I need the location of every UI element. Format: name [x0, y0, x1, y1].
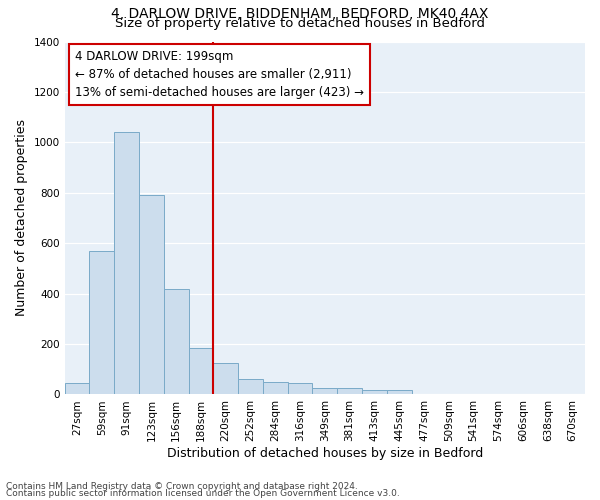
- Text: Contains HM Land Registry data © Crown copyright and database right 2024.: Contains HM Land Registry data © Crown c…: [6, 482, 358, 491]
- Bar: [139, 196, 164, 394]
- Text: 4 DARLOW DRIVE: 199sqm
← 87% of detached houses are smaller (2,911)
13% of semi-: 4 DARLOW DRIVE: 199sqm ← 87% of detached…: [75, 50, 364, 100]
- Text: Size of property relative to detached houses in Bedford: Size of property relative to detached ho…: [115, 18, 485, 30]
- Bar: [313, 388, 337, 394]
- Text: 4, DARLOW DRIVE, BIDDENHAM, BEDFORD, MK40 4AX: 4, DARLOW DRIVE, BIDDENHAM, BEDFORD, MK4…: [112, 8, 488, 22]
- Bar: [114, 132, 139, 394]
- Bar: [287, 382, 313, 394]
- X-axis label: Distribution of detached houses by size in Bedford: Distribution of detached houses by size …: [167, 447, 483, 460]
- Bar: [164, 288, 188, 395]
- Bar: [387, 390, 412, 394]
- Bar: [263, 382, 287, 394]
- Bar: [337, 388, 362, 394]
- Bar: [362, 390, 387, 394]
- Bar: [188, 348, 214, 395]
- Bar: [238, 379, 263, 394]
- Text: Contains public sector information licensed under the Open Government Licence v3: Contains public sector information licen…: [6, 489, 400, 498]
- Bar: [214, 363, 238, 394]
- Y-axis label: Number of detached properties: Number of detached properties: [15, 120, 28, 316]
- Bar: [89, 251, 114, 394]
- Bar: [65, 382, 89, 394]
